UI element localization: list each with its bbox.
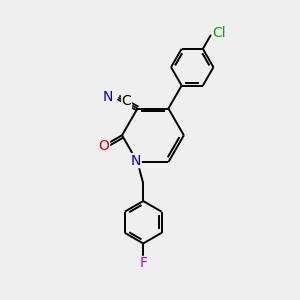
Text: N: N xyxy=(131,154,141,168)
Text: N: N xyxy=(103,91,113,104)
Text: Cl: Cl xyxy=(212,26,226,40)
Text: F: F xyxy=(139,256,147,271)
Text: O: O xyxy=(99,139,110,153)
Text: C: C xyxy=(122,94,131,108)
